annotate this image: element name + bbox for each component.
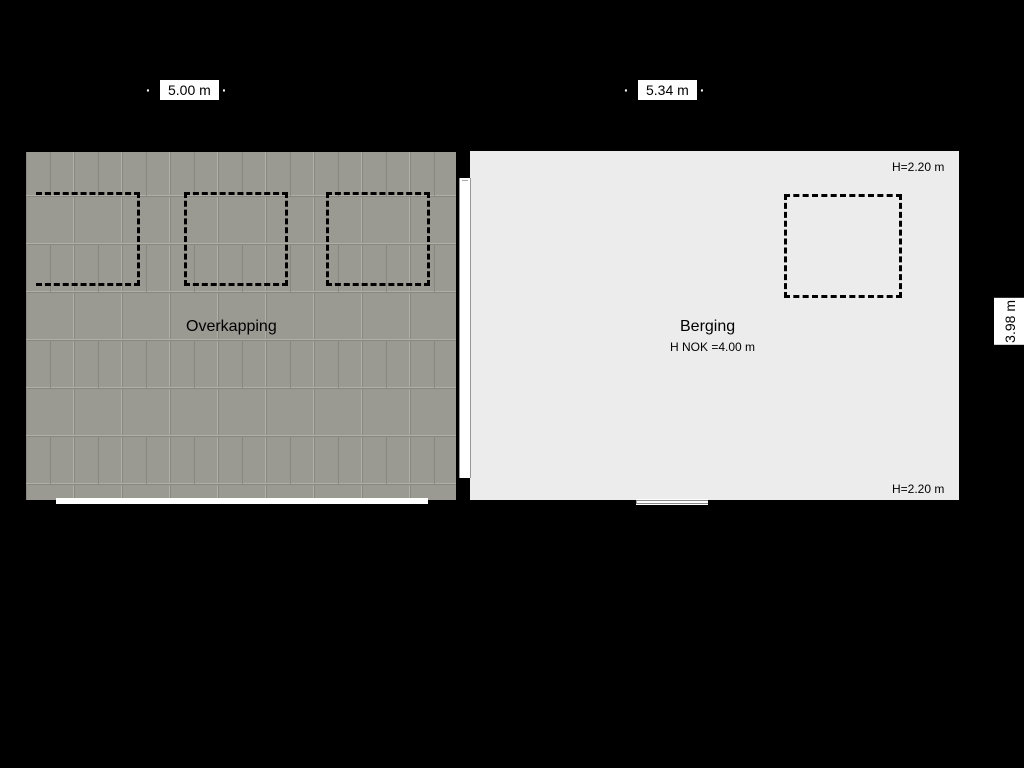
dim-tick: · (624, 82, 629, 98)
dimension-label-right: 3.98 m (994, 298, 1024, 345)
dim-tick: · (700, 82, 705, 98)
dimension-label-top-left: 5.00 m (160, 80, 219, 100)
door-passage-detail (462, 178, 468, 478)
door-detail (636, 500, 708, 504)
height-label-bottom: H=2.20 m (892, 482, 944, 496)
passage-edge (459, 178, 460, 478)
dimension-label-top-right: 5.34 m (638, 80, 697, 100)
dashed-box (784, 194, 902, 298)
passage-edge (470, 178, 471, 478)
dim-tick: · (146, 82, 151, 98)
room-label-berging: Berging (680, 318, 735, 336)
dim-tick: · (222, 82, 227, 98)
dashed-box (36, 192, 140, 286)
height-label-top: H=2.20 m (892, 160, 944, 174)
room-label-overkapping: Overkapping (186, 318, 277, 336)
dashed-box (326, 192, 430, 286)
dashed-box (184, 192, 288, 286)
wall-top-left-room (26, 148, 460, 152)
opening-bottom-left (56, 498, 428, 504)
room-sublabel-berging: H NOK =4.00 m (670, 340, 755, 354)
